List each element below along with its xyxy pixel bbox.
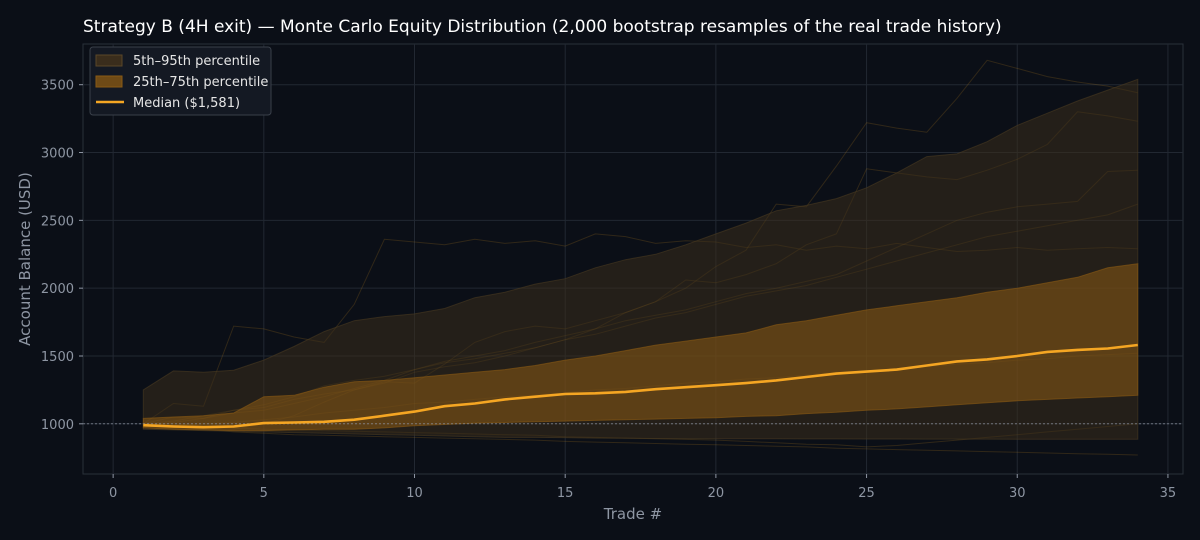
band-25-75 (142, 263, 1139, 432)
median-path (143, 343, 1138, 429)
legend-swatch-inner-band (95, 75, 123, 88)
legend: 5th–95th percentile 25th–75th percentile… (89, 46, 272, 116)
chart-title: Strategy B (4H exit) — Monte Carlo Equit… (83, 17, 1002, 37)
sample-path-5 (143, 423, 1138, 456)
y-tick-label-2000: 2000 (41, 282, 74, 297)
x-tick-label-25: 25 (858, 486, 875, 501)
legend-box (89, 46, 272, 116)
y-axis-ticks: 1000 1500 2000 2500 3000 3500 (41, 79, 83, 433)
x-tick-label-20: 20 (708, 486, 725, 501)
percentile-bands (142, 78, 1139, 440)
legend-label-inner-band: 25th–75th percentile (133, 75, 268, 90)
x-tick-label-5: 5 (260, 486, 268, 501)
y-tick-label-1500: 1500 (41, 350, 74, 365)
x-tick-label-15: 15 (557, 486, 574, 501)
x-tick-label-35: 35 (1160, 486, 1177, 501)
legend-swatch-outer-band (95, 54, 123, 67)
x-tick-label-10: 10 (406, 486, 423, 501)
legend-label-outer-band: 5th–95th percentile (133, 54, 260, 69)
x-axis-label: Trade # (603, 505, 662, 523)
legend-label-median: Median ($1,581) (133, 96, 240, 111)
x-tick-label-0: 0 (109, 486, 117, 501)
x-axis-ticks: 0 5 10 15 20 25 30 35 (109, 474, 1176, 501)
y-axis-label: Account Balance (USD) (16, 172, 34, 346)
y-tick-label-3500: 3500 (41, 79, 74, 94)
y-tick-label-2500: 2500 (41, 214, 74, 229)
x-tick-label-30: 30 (1009, 486, 1026, 501)
plot-area (82, 43, 1184, 475)
median-line (143, 343, 1138, 429)
y-tick-label-1000: 1000 (41, 418, 74, 433)
y-tick-label-3000: 3000 (41, 147, 74, 162)
